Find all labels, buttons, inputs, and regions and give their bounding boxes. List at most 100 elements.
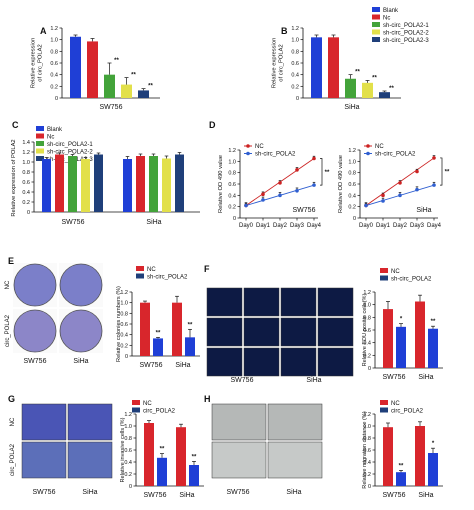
panel-d-legend-label: sh-circ_POLA2 <box>255 152 296 158</box>
panel-d-ytick-label: 0 <box>233 216 236 222</box>
panel-h-ytick-label: 0.6 <box>363 448 371 454</box>
panel-h-nc-bar <box>383 427 393 486</box>
panel-e-row-label: NC <box>5 280 11 289</box>
panel-f-micrograph-image <box>317 287 354 317</box>
panel-e-legend-label: NC <box>147 267 156 273</box>
panel-h-ytick-label: 0.2 <box>363 472 371 478</box>
panel-h-sh-bar <box>428 453 438 486</box>
panel-d-ytick-label: 0.8 <box>348 171 356 177</box>
panel-a-group-label: SW756 <box>100 104 123 111</box>
panel-b-ytick-label: 0 <box>296 96 299 102</box>
panel-b-bar <box>379 92 390 98</box>
panel-g-micrograph-image <box>67 441 113 479</box>
panel-d-xtick-label: Day4 <box>307 223 322 229</box>
panel-a-significance-label: ** <box>131 73 136 79</box>
panel-b-legend-swatch <box>372 14 380 20</box>
panel-b-legend-label: sh-circ_POLA2-2 <box>383 31 429 37</box>
panel-d-xtick-label: Day4 <box>427 223 442 229</box>
panel-f-micrograph-image <box>280 287 317 317</box>
panel-d-nc-point <box>295 168 299 172</box>
panel-d-xtick-label: Day3 <box>290 223 305 229</box>
panel-a-y-axis-label-group: Relative expression of circ_POLA2 <box>31 38 44 89</box>
panel-f-sh-bar <box>428 328 438 368</box>
panel-g-legend-swatch <box>132 400 140 405</box>
panel-f-col-label: SW756 <box>231 377 254 384</box>
panel-b-bar <box>362 82 373 98</box>
panel-b-bar <box>328 37 339 98</box>
panel-e-panel-letter: E <box>8 256 14 266</box>
panel-h-category-label: SW756 <box>383 492 406 499</box>
panel-d-ytick-label: 0.4 <box>228 193 236 199</box>
panel-g-micrograph-image <box>21 441 67 479</box>
panel-b-group-label: SiHa <box>344 104 359 111</box>
panel-g-ytick-label: 0.6 <box>124 448 132 454</box>
panel-g-micrograph-image <box>21 403 67 441</box>
panel-g-row-label: circ_POLA2 <box>10 443 16 476</box>
panel-g-significance-label: ** <box>160 447 165 453</box>
panel-h-significance-label: ** <box>399 463 404 469</box>
panel-b-legend-swatch <box>372 22 380 27</box>
panel-g-nc-bar <box>176 427 186 486</box>
panel-h-ytick-label: 0.4 <box>363 460 371 466</box>
panel-g-ytick-label: 1.2 <box>124 412 132 418</box>
panel-c-legend-swatch <box>36 133 44 139</box>
panel-f-col-label: SiHa <box>306 377 321 384</box>
panel-e-ytick-label: 0.8 <box>120 311 128 317</box>
panel-d-xtick-label: Day1 <box>376 223 391 229</box>
panel-d-legend-label: NC <box>255 144 264 150</box>
panel-g-legend-swatch <box>132 407 140 413</box>
panel-b-y-axis-label-group: Relative expression of circ_POLA2 <box>272 38 285 89</box>
panel-f-micrograph-image <box>280 347 317 377</box>
panel-d-sh-point <box>364 203 368 208</box>
panel-c-ytick-label: 0.6 <box>22 180 30 186</box>
panel-d-ytick-label: 1.2 <box>348 148 356 154</box>
panel-e-sh-bar <box>153 338 163 356</box>
panel-h-micrograph-image <box>211 441 267 479</box>
panel-h-panel-letter: H <box>204 394 211 404</box>
panel-g-ytick-label: 0.8 <box>124 436 132 442</box>
panel-d-nc-point <box>312 156 316 161</box>
panel-a-bar <box>70 36 81 98</box>
panel-h-col-label: SW756 <box>227 489 250 496</box>
panel-e-ytick-label: 0.4 <box>120 333 128 339</box>
panel-f-sh-bar <box>396 326 406 368</box>
panel-b-legend-label: sh-circ_POLA2-1 <box>383 23 429 29</box>
panel-c-ytick-label: 0.8 <box>22 170 30 176</box>
panel-g-panel-letter: G <box>8 394 15 404</box>
panel-c-ytick-label: 1.4 <box>22 140 30 146</box>
panel-d-subplot-label: SW756 <box>293 207 316 214</box>
panel-d-significance-label: ** <box>325 170 330 176</box>
panel-c-bar <box>55 154 64 212</box>
panel-a-y-axis-label: Relative expression <box>31 38 37 89</box>
panel-d-nc-point <box>432 156 436 160</box>
panel-d-nc-point <box>278 181 282 185</box>
panel-f-legend-swatch <box>380 275 388 281</box>
panel-e-col-label: SiHa <box>73 358 88 365</box>
panel-g-row-label: NC <box>10 417 16 426</box>
panel-e-col-label: SW756 <box>24 358 47 365</box>
panel-d-xtick-label: Day0 <box>239 223 254 229</box>
panel-g-legend-label: NC <box>143 401 152 407</box>
panel-d-legend-marker <box>366 144 370 148</box>
panel-g-col-label: SiHa <box>82 489 97 496</box>
panel-a-ytick-label: 1.2 <box>50 26 58 32</box>
panel-d-sh-point <box>312 183 316 187</box>
panel-a-ytick-label: 0 <box>55 96 58 102</box>
panel-c-ytick-label: 0.4 <box>22 190 30 196</box>
panel-b-panel-letter: B <box>281 26 288 36</box>
panel-d-ytick-label: 0.4 <box>348 193 356 199</box>
panel-d-significance-bracket <box>320 158 323 186</box>
panel-h-ytick-label: 1.2 <box>363 412 371 418</box>
panel-e-nc-bar <box>172 302 182 356</box>
panel-e-nc-bar <box>140 302 150 356</box>
panel-c-ytick-label: 0 <box>27 210 30 216</box>
panel-d-subplot-label: SiHa <box>416 207 431 214</box>
panel-h-col-label: SiHa <box>286 489 301 496</box>
panel-h-micrograph-image <box>211 403 267 441</box>
panel-d-xtick-label: Day2 <box>393 223 408 229</box>
panel-d-y-axis-label: Relative OD 490 value <box>218 155 224 213</box>
panel-c-bar <box>136 156 145 212</box>
panel-c-ytick-label: 1.0 <box>22 160 30 166</box>
panel-f-legend-swatch <box>380 268 388 273</box>
panel-d-xtick-label: Day2 <box>273 223 288 229</box>
